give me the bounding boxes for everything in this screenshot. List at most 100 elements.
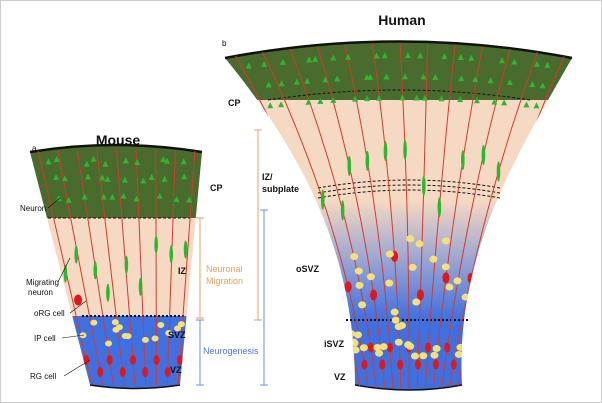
neuron	[61, 175, 68, 182]
migrating-neuron	[183, 240, 188, 259]
neuron	[401, 73, 408, 80]
radial-fiber	[96, 149, 125, 386]
ip-cell	[442, 237, 451, 245]
ip-cell	[174, 325, 182, 332]
rg-cell	[387, 342, 394, 353]
neuron	[373, 52, 380, 59]
neuron	[53, 173, 60, 180]
neuron	[441, 53, 448, 60]
neuron	[173, 196, 180, 203]
ip-cell	[404, 341, 413, 349]
neuron	[322, 76, 329, 83]
ip-cell	[419, 352, 428, 360]
neuron	[55, 195, 62, 202]
ip-cell	[410, 352, 419, 360]
neuron	[83, 160, 90, 167]
neuron	[367, 73, 374, 80]
org-cell	[416, 289, 424, 301]
org-cell	[74, 294, 83, 306]
rg-cell	[142, 367, 149, 377]
neuron	[122, 157, 129, 164]
neuron	[53, 156, 60, 163]
rg-cell	[83, 355, 90, 365]
rg-cell	[164, 367, 171, 377]
neuron	[420, 73, 427, 80]
neuron	[473, 97, 480, 104]
org-cell	[344, 281, 352, 293]
neuron	[81, 193, 88, 200]
neuron	[317, 97, 324, 104]
migrating-neuron	[74, 245, 79, 264]
rg-cell	[367, 342, 374, 353]
cell-label: oRG cell	[34, 309, 65, 318]
neuron	[491, 98, 498, 105]
ip-cell	[353, 331, 362, 339]
neuron	[352, 95, 359, 102]
neuron	[533, 60, 540, 67]
ip-cell	[90, 319, 98, 326]
ip-cell	[359, 344, 368, 352]
radial-fiber	[262, 51, 369, 389]
neuron	[45, 158, 52, 165]
rg-cell	[153, 355, 160, 365]
neuron	[181, 173, 188, 180]
neuron	[306, 56, 313, 63]
ip-cell	[412, 298, 421, 306]
bracket-label: Neurogenesis	[203, 346, 259, 356]
ip-cell	[350, 253, 359, 261]
neuron	[180, 158, 187, 165]
neuron	[501, 99, 508, 106]
migrating-neuron	[304, 191, 309, 212]
rg-cell	[444, 342, 451, 353]
ip-cell	[471, 299, 480, 307]
migrating-neuron	[461, 150, 465, 171]
panel-label: b	[222, 39, 227, 48]
neuron	[487, 77, 494, 84]
neuron	[84, 173, 91, 180]
ip-cell	[366, 273, 375, 281]
neuron	[533, 102, 540, 109]
ip-cell	[454, 350, 463, 358]
ip-cell	[390, 308, 399, 316]
neuron	[186, 196, 193, 203]
ip-cell	[415, 240, 424, 248]
neuron	[265, 81, 272, 88]
migrating-neuron	[340, 200, 345, 221]
ip-cell	[445, 283, 454, 291]
neuron	[330, 54, 337, 61]
neuron	[458, 75, 465, 82]
neuron	[457, 54, 464, 61]
migrating-neuron	[520, 148, 525, 169]
panel-label: a	[32, 144, 37, 153]
zone-label: CP	[210, 183, 223, 193]
migrating-neuron	[383, 141, 388, 162]
ip-cell	[151, 335, 159, 342]
bracket-label: Neuronal	[206, 264, 243, 274]
migrating-neuron	[138, 277, 143, 296]
radial-fiber	[449, 51, 538, 389]
neuron	[334, 75, 341, 82]
neuron	[457, 96, 464, 103]
neuron	[499, 57, 506, 64]
radial-fiber	[57, 149, 104, 386]
ip-cell	[373, 343, 382, 351]
neuron	[278, 101, 285, 108]
ip-cell	[351, 346, 360, 354]
neuron	[278, 80, 285, 87]
ip-cell	[375, 349, 384, 357]
zone-label: oSVZ	[296, 264, 320, 274]
bracket-label: Migration	[206, 276, 243, 286]
neuron	[161, 175, 168, 182]
ip-cell	[111, 319, 119, 326]
neuron	[529, 81, 536, 88]
neuron	[421, 94, 428, 101]
org-cell	[467, 272, 475, 284]
neuron	[304, 77, 311, 84]
zone-label: iSVZ	[324, 339, 345, 349]
ip-cell	[441, 263, 450, 271]
neuron	[506, 78, 513, 85]
neuron	[364, 95, 371, 102]
human-title: Human	[378, 12, 425, 28]
neuron	[140, 177, 147, 184]
neuron	[104, 175, 111, 182]
